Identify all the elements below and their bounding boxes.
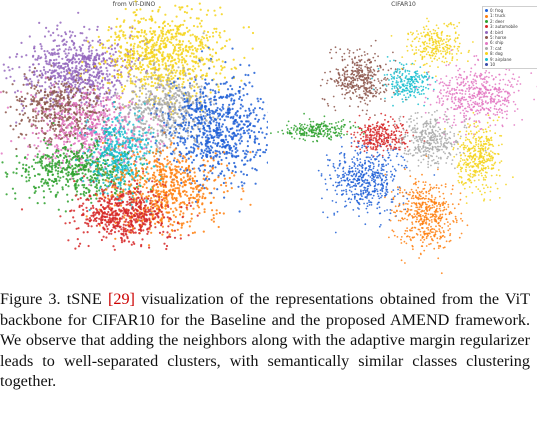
cluster-orange (384, 155, 469, 275)
legend-marker (485, 25, 488, 29)
cluster-pink (415, 49, 537, 144)
legend-marker (485, 36, 488, 40)
legend-label: 0: frog (490, 8, 504, 13)
legend-label: 1: truck (490, 13, 506, 19)
legend-marker (485, 52, 488, 56)
legend-label: 4: bird (490, 29, 503, 35)
legend-marker (485, 63, 488, 67)
cluster-brown (319, 39, 409, 116)
tsne-plot-baseline: from ViT-DINO (0, 0, 268, 280)
figure-caption: Figure 3. tSNE [29] visualization of the… (0, 289, 530, 392)
legend-item: 6: ship (485, 40, 535, 45)
legend-item: 1: truck (485, 13, 535, 18)
legend-item: 2: deer (485, 19, 535, 24)
legend-label: 8: dog (490, 51, 503, 57)
legend-item: 4: bird (485, 30, 535, 35)
cluster-blue (317, 136, 436, 234)
tsne-plot-amend: CIFAR10 0: frog 1: truck 2: deer 3: automob… (270, 0, 537, 280)
legend-marker (485, 57, 488, 61)
cluster-red (20, 170, 199, 251)
panel-title-amend: CIFAR10 (391, 1, 416, 8)
legend-marker (485, 20, 488, 24)
cluster-yellow (444, 111, 514, 205)
legend-label: 10 (490, 62, 496, 68)
cluster-purple (2, 11, 196, 131)
legend-label: 6: ship (490, 40, 504, 46)
legend-label: 3: automobile (490, 24, 518, 30)
cluster-yellow-top (390, 17, 474, 78)
legend-item: 9: airplane (485, 57, 535, 62)
legend-label: 9: airplane (490, 56, 512, 62)
cluster-red (346, 112, 426, 158)
legend: 0: frog 1: truck 2: deer 3: automobile 4: bi… (482, 6, 537, 70)
caption-prefix: Figure 3. tSNE (0, 290, 108, 308)
tsne-scatter-baseline (0, 0, 268, 251)
legend-label: 2: deer (490, 18, 505, 24)
legend-label: 7: cat (490, 45, 502, 51)
legend-item: 8: dog (485, 51, 535, 56)
legend-item: 7: cat (485, 46, 535, 51)
legend-item: 5: horse (485, 35, 535, 40)
legend-item: 3: automobile (485, 24, 535, 29)
legend-marker (485, 41, 488, 45)
cluster-gray (386, 107, 487, 172)
legend-marker (485, 14, 488, 18)
tsne-scatter-amend (270, 17, 537, 275)
legend-marker (485, 47, 488, 51)
legend-item: 0: frog (485, 8, 535, 13)
legend-marker (485, 30, 488, 34)
cluster-green (270, 112, 365, 143)
legend-marker (485, 9, 488, 13)
legend-label: 5: horse (490, 35, 507, 41)
caption-body: visualization of the representations obt… (0, 290, 530, 391)
legend-item: 10 (485, 62, 535, 67)
citation-link[interactable]: [29] (107, 290, 135, 308)
panel-title-baseline: from ViT-DINO (112, 1, 156, 8)
